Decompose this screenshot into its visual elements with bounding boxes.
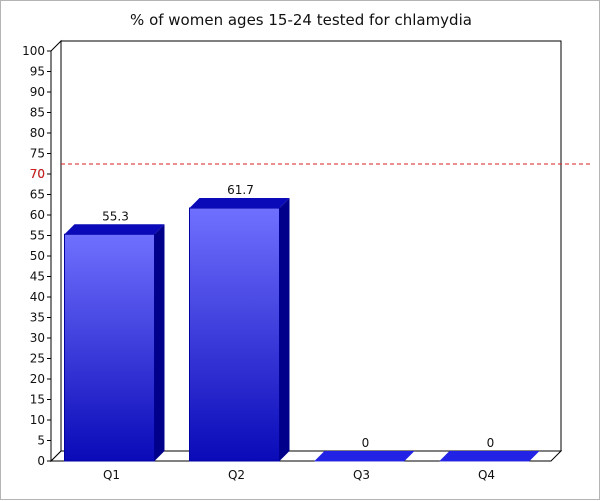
bar-value-label: 0 bbox=[487, 436, 495, 450]
y-tick-label: 50 bbox=[30, 249, 45, 263]
y-tick-label: 60 bbox=[30, 208, 45, 222]
y-tick-label: 95 bbox=[30, 65, 45, 79]
x-category-label: Q3 bbox=[353, 468, 370, 482]
y-tick-label: 65 bbox=[30, 188, 45, 202]
y-tick-label: 15 bbox=[30, 393, 45, 407]
y-tick-label: 0 bbox=[37, 454, 45, 468]
y-tick-label: 35 bbox=[30, 311, 45, 325]
y-tick-label: 10 bbox=[30, 413, 45, 427]
y-tick-label: 40 bbox=[30, 290, 45, 304]
bar-front-q1 bbox=[64, 233, 155, 462]
y-tick-label: 25 bbox=[30, 352, 45, 366]
bar-top-q3 bbox=[314, 451, 415, 461]
bar-front-q2 bbox=[189, 207, 280, 462]
y-tick-label: 70 bbox=[30, 167, 45, 181]
x-category-label: Q2 bbox=[228, 468, 245, 482]
bar-side-q2 bbox=[279, 198, 290, 461]
bar-front-q4 bbox=[439, 461, 530, 462]
x-category-label: Q4 bbox=[478, 468, 495, 482]
y-tick-label: 85 bbox=[30, 106, 45, 120]
x-category-label: Q1 bbox=[103, 468, 120, 482]
y-tick-label: 75 bbox=[30, 147, 45, 161]
bar-front-q3 bbox=[314, 461, 405, 462]
y-tick-label: 5 bbox=[37, 434, 45, 448]
target-reference-label: 70 bbox=[30, 167, 45, 181]
left-wall bbox=[50, 39, 62, 463]
bar-value-label: 55.3 bbox=[102, 209, 129, 223]
chart-title: % of women ages 15-24 tested for chlamyd… bbox=[130, 11, 472, 29]
y-tick-label: 90 bbox=[30, 85, 45, 99]
y-tick-label: 45 bbox=[30, 270, 45, 284]
y-tick-label: 55 bbox=[30, 229, 45, 243]
y-tick-label: 20 bbox=[30, 372, 45, 386]
y-tick-label: 30 bbox=[30, 331, 45, 345]
bar-value-label: 0 bbox=[362, 436, 370, 450]
bar-top-q1 bbox=[64, 224, 165, 235]
bar-top-q2 bbox=[189, 198, 290, 209]
bar-side-q1 bbox=[154, 224, 165, 461]
bar-top-q4 bbox=[439, 451, 540, 461]
plot-background bbox=[51, 41, 561, 461]
y-tick-label: 80 bbox=[30, 126, 45, 140]
bar-value-label: 61.7 bbox=[227, 183, 254, 197]
y-tick-label: 100 bbox=[22, 44, 45, 58]
